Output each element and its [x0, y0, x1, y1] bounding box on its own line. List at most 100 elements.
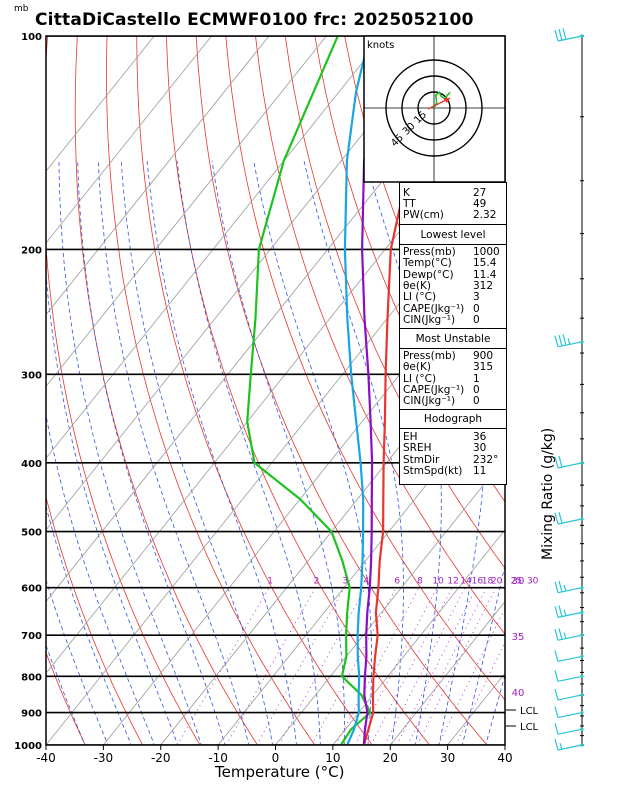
- sounding-line: [362, 50, 448, 745]
- chart-title: CittaDiCastello ECMWF0100 frc: 202505210…: [35, 10, 474, 30]
- mixing-ratio-line: [256, 587, 345, 745]
- y-tick-label: 600: [21, 584, 42, 595]
- x-axis-label: Temperature (°C): [215, 763, 345, 781]
- mixing-ratio-tick-label: 8: [417, 577, 423, 587]
- mixing-ratio-tick-label: 6: [394, 577, 400, 587]
- mixing-ratio-line: [354, 587, 438, 745]
- index-label: Press(mb): [403, 350, 456, 362]
- y-tick-label: 200: [21, 245, 42, 256]
- dry-adiabat: [106, 36, 316, 745]
- x-tick-label: -20: [151, 751, 171, 765]
- index-value: 0: [473, 395, 480, 408]
- index-label: Press(mb): [403, 246, 456, 258]
- y-tick-label: 400: [21, 459, 42, 470]
- moist-adiabat: [77, 160, 226, 745]
- wind-barb: [554, 580, 584, 594]
- mixing-ratio-tick-label: 18: [482, 577, 494, 587]
- mixing-ratio-tick-label: 14: [460, 577, 472, 587]
- index-value: 1: [473, 372, 480, 385]
- dry-adiabat: [569, 4, 618, 760]
- isotherm: [103, 242, 505, 745]
- x-tick-label: 0: [272, 751, 280, 765]
- dry-adiabat: [541, 4, 618, 760]
- wind-barb: [554, 512, 584, 525]
- index-label: StmSpd(kt): [403, 464, 463, 477]
- y-tick-label: 100: [21, 32, 42, 43]
- isotherm: [46, 36, 155, 172]
- index-value: 3: [473, 291, 480, 304]
- index-label: CIN(Jkg⁻¹): [403, 395, 456, 408]
- x-tick-label: -30: [94, 751, 114, 765]
- mixing-ratio-tick-label: 16: [472, 577, 484, 587]
- x-tick-label: 30: [440, 751, 455, 765]
- index-value: 900: [473, 350, 494, 362]
- hodograph-ring: [401, 75, 467, 141]
- index-value: 1000: [473, 246, 500, 258]
- index-value: 11.4: [473, 268, 497, 281]
- x-tick-label: 40: [497, 751, 512, 765]
- y-tick-label: 900: [21, 709, 42, 720]
- wind-barb: [554, 738, 584, 751]
- moist-adiabat: [253, 160, 373, 745]
- wind-barb: [554, 688, 584, 701]
- index-value: 11: [473, 464, 487, 477]
- mixing-ratio-tick-label: 10: [432, 577, 444, 587]
- index-label: CAPE(Jkg⁻¹): [403, 383, 465, 396]
- wind-barb: [554, 28, 584, 42]
- lcl-label: LCL: [520, 722, 539, 733]
- isotherm: [275, 457, 505, 745]
- index-value: 0: [473, 302, 480, 315]
- pressure-unit: mb: [14, 4, 29, 14]
- index-label: CAPE(Jkg⁻¹): [403, 302, 465, 315]
- mixing-ratio-line: [176, 587, 270, 745]
- dry-adiabat: [46, 651, 86, 745]
- x-tick-label: 20: [383, 751, 398, 765]
- mixing-ratio-tick-label: 12: [447, 577, 458, 587]
- index-label: EH: [403, 431, 418, 443]
- dry-adiabat: [598, 4, 618, 760]
- index-label: LI (°C): [403, 291, 437, 304]
- index-label: SREH: [403, 442, 432, 455]
- moist-adiabat: [46, 269, 179, 745]
- mixing-ratio-line: [437, 607, 505, 745]
- x-tick-label: -40: [36, 751, 56, 765]
- index-value: 312: [473, 279, 494, 292]
- index-value: 0: [473, 383, 480, 396]
- index-label: StmDir: [403, 453, 440, 466]
- dry-adiabat: [225, 36, 505, 701]
- index-label: θe(K): [403, 279, 431, 292]
- mixing-ratio-line: [384, 587, 466, 745]
- dry-adiabat: [46, 495, 144, 745]
- wind-barb: [554, 706, 584, 719]
- y-tick-label: 800: [21, 672, 42, 683]
- dry-adiabat: [165, 36, 431, 745]
- index-value: 0: [473, 313, 480, 326]
- wind-barb: [554, 605, 584, 618]
- isotherm: [46, 36, 270, 316]
- mixing-ratio-line: [416, 587, 497, 745]
- mixing-ratio-tick-label: 20: [491, 577, 503, 587]
- y-tick-label: 500: [21, 528, 42, 539]
- index-value: 36: [473, 431, 487, 443]
- tt-value: 49: [473, 198, 487, 210]
- dry-adiabat: [284, 36, 505, 569]
- sounding-line: [361, 50, 385, 745]
- wind-barb: [554, 334, 584, 348]
- moist-adiabat: [176, 160, 321, 745]
- mixing-ratio-line: [407, 587, 487, 745]
- mixing-ratio-tick-label: 30: [527, 577, 539, 587]
- isotherm: [46, 36, 212, 244]
- unstable-title: Most Unstable: [415, 333, 491, 345]
- wind-barb: [554, 670, 584, 682]
- isotherm: [332, 529, 505, 745]
- theta-e-label: 30: [512, 576, 525, 587]
- isotherm: [46, 36, 327, 388]
- index-value: 232°: [473, 453, 499, 466]
- hodograph-frame: [363, 35, 506, 183]
- isotherm: [46, 170, 505, 745]
- dry-adiabat: [46, 36, 201, 745]
- hodograph-trace: [433, 91, 451, 109]
- k-label: K: [403, 187, 410, 199]
- mixing-ratio-tick-label: 3: [342, 577, 348, 587]
- sounding-line: [343, 50, 367, 745]
